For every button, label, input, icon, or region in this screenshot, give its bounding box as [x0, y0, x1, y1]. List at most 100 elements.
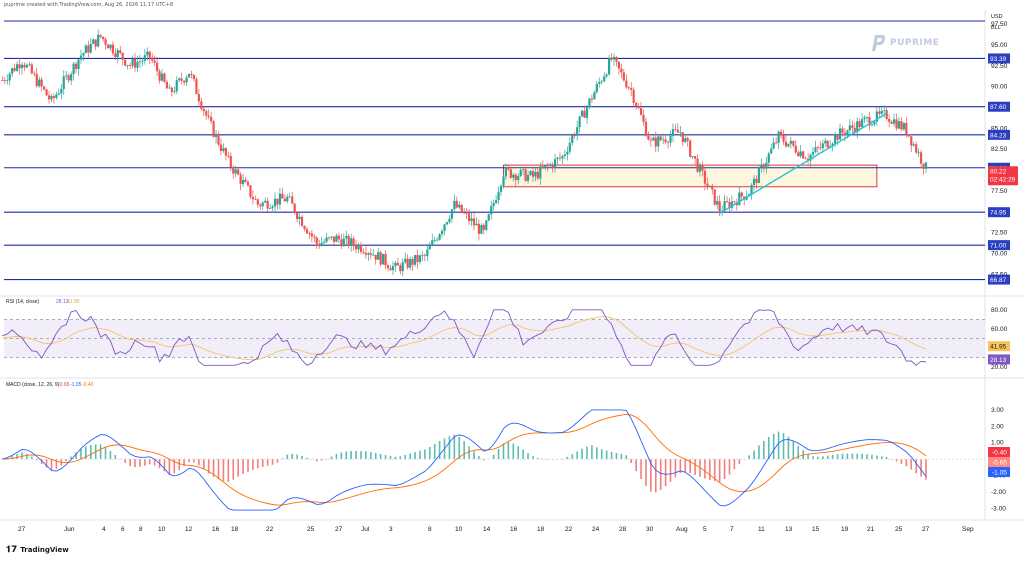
rsi-ma-tag	[988, 341, 1010, 352]
macd-hist-bar-173	[851, 453, 854, 460]
time-tick-30: 21	[867, 526, 875, 533]
candle-body-24	[60, 89, 63, 94]
candle-body-347	[853, 127, 856, 133]
candle-body-317	[779, 131, 783, 136]
candle-body-368	[905, 122, 908, 135]
rsi-tick-1: 60.00	[991, 326, 1008, 333]
level-label-4: 74.95	[990, 210, 1007, 217]
candle-body-282	[693, 156, 697, 159]
candle-body-57	[141, 60, 144, 62]
macd-hist-bar-147	[723, 459, 726, 480]
candle-body-23	[57, 93, 60, 95]
candle-body-83	[205, 111, 208, 116]
candle-body-111	[273, 198, 277, 207]
candle-body-360	[885, 110, 888, 119]
macd-hist-bar-148	[728, 459, 731, 475]
candle-body-325	[799, 151, 802, 157]
candle-body-138	[340, 239, 343, 247]
candle-body-257	[632, 89, 635, 103]
macd-hist-bar-172	[846, 453, 849, 460]
candle-body-188	[463, 212, 466, 214]
candle-body-87	[214, 133, 218, 137]
candle-body-334	[821, 143, 824, 149]
macd-hist-bar-7	[35, 459, 38, 461]
candle-body-206	[507, 167, 510, 170]
candle-body-3	[8, 73, 11, 81]
macd-hist-bar-176	[866, 454, 868, 460]
candle-body-364	[895, 119, 898, 129]
candle-body-343	[843, 132, 847, 136]
candle-body-156	[384, 253, 387, 266]
candle-body-323	[794, 145, 797, 153]
candle-body-171	[421, 255, 424, 257]
candle-body-240	[590, 98, 594, 100]
macd-hist-bar-44	[217, 459, 220, 480]
candle-body-344	[846, 130, 849, 136]
macd-hist-bar-2	[11, 456, 13, 460]
candle-body-181	[445, 222, 449, 225]
candle-body-42	[104, 39, 107, 45]
macd-hist-bar-162	[797, 445, 800, 460]
macd-hist-bar-14	[70, 456, 72, 460]
last-price-tag	[988, 166, 1018, 186]
macd-hist-bar-76	[374, 452, 377, 460]
candle-body-168	[413, 255, 417, 265]
macd-hist-bar-17	[85, 446, 87, 460]
puprime-logo-icon	[872, 35, 886, 51]
candle-body-38	[94, 39, 97, 47]
candle-body-217	[534, 171, 537, 177]
macd-hist-bar-182	[895, 459, 898, 462]
macd-hist-bar-6	[31, 456, 33, 460]
macd-hist-bar-127	[625, 455, 628, 460]
macd-hist-bar-109	[537, 457, 539, 460]
candle-body-60	[148, 51, 151, 58]
macd-hist-bar-46	[227, 459, 230, 482]
macd-line	[2, 409, 927, 511]
candle-body-67	[165, 81, 169, 89]
candle-body-71	[175, 80, 178, 92]
macd-hist-bar-177	[871, 454, 873, 460]
candle-body-336	[826, 140, 829, 148]
candle-body-283	[696, 158, 699, 172]
candle-body-95	[234, 169, 237, 174]
level-label-2: 84.23	[990, 132, 1007, 139]
time-tick-33: Sep	[962, 526, 974, 533]
candle-body-300	[738, 192, 741, 206]
macd-hist-bar-134	[659, 459, 662, 491]
candle-body-349	[858, 121, 861, 127]
candle-body-356	[875, 111, 878, 122]
puprime-wordmark: PUPRIME	[890, 38, 940, 48]
candle-body-101	[249, 185, 252, 197]
price-tick-1: 95.00	[991, 42, 1008, 49]
macd-hist-bar-64	[315, 459, 318, 462]
candle-body-358	[880, 110, 883, 114]
level-tag-4	[988, 207, 1010, 218]
candle-body-9	[23, 64, 26, 68]
candle-body-161	[396, 262, 399, 266]
macd-hist-bar-159	[782, 433, 785, 460]
candle-body-149	[367, 253, 370, 255]
candle-body-327	[804, 158, 807, 160]
candle-body-143	[352, 238, 355, 246]
candle-body-133	[327, 237, 331, 239]
macd-hist-bar-15	[75, 452, 77, 460]
macd-hist-bar-21	[104, 447, 107, 460]
time-tick-15: 10	[455, 526, 463, 533]
candle-body-174	[428, 245, 431, 250]
candle-body-322	[792, 140, 795, 146]
candle-body-277	[681, 132, 684, 142]
candle-body-108	[266, 200, 269, 209]
macd-tag-macd	[988, 467, 1010, 477]
candle-body-253	[622, 72, 625, 81]
macd-hist-bar-41	[202, 459, 205, 470]
candle-body-8	[20, 64, 24, 69]
candle-body-249	[612, 56, 616, 60]
macd-hist-bar-88	[433, 443, 436, 460]
time-tick-20: 24	[592, 526, 600, 533]
macd-hist-bar-10	[50, 459, 53, 471]
rsi-value-tag	[988, 354, 1010, 365]
macd-hist-bar-144	[709, 459, 711, 481]
macd-hist-bar-136	[669, 459, 672, 482]
candle-body-5	[13, 68, 16, 71]
